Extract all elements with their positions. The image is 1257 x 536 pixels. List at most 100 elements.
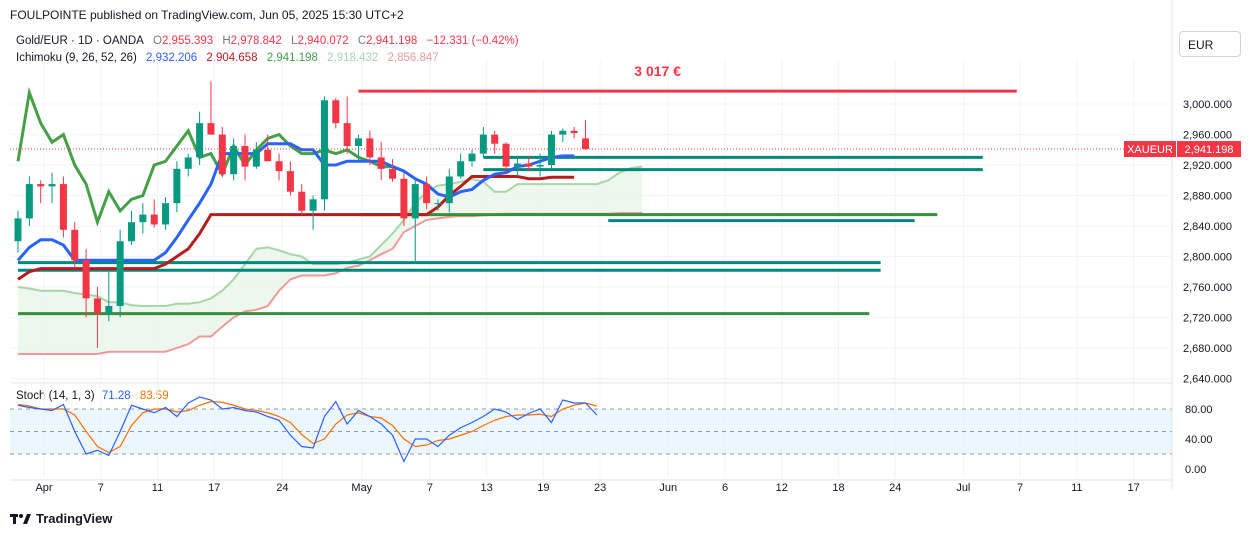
candle-body	[457, 161, 465, 177]
candle-body	[207, 123, 215, 135]
candle	[82, 248, 90, 318]
candle	[116, 229, 124, 318]
candle-body	[570, 130, 578, 134]
candle-body	[502, 143, 510, 167]
candle	[139, 203, 147, 234]
candle	[196, 111, 204, 166]
candle	[59, 176, 67, 238]
candle	[491, 130, 499, 154]
price-tick-label: 2,640.000	[1183, 373, 1232, 385]
time-tick-label: 18	[832, 482, 844, 494]
currency-button[interactable]: EUR	[1179, 31, 1241, 57]
tradingview-logo-icon	[10, 513, 31, 524]
candle-body	[71, 229, 79, 261]
candle	[377, 142, 385, 181]
candle	[525, 155, 533, 172]
candle-body	[150, 214, 158, 225]
candle	[502, 142, 510, 175]
candle-body	[37, 184, 45, 187]
stoch-name[interactable]: Stoch (14, 1, 3)	[16, 390, 95, 402]
time-tick-label: May	[351, 482, 372, 494]
candle	[207, 81, 215, 135]
candle	[105, 271, 113, 322]
open-value: O2,955.393	[153, 35, 214, 47]
candle-body	[491, 134, 499, 144]
chikou-line	[16, 86, 405, 227]
price-tick-label: 2,680.000	[1183, 343, 1232, 355]
candle	[343, 96, 351, 154]
candle-body	[547, 134, 555, 166]
close-value: C2,941.198	[357, 35, 418, 47]
candle-body	[298, 191, 306, 211]
price-tag-symbol: XAUEUR	[1127, 144, 1173, 156]
level-annotation: 3 017 €	[634, 63, 681, 79]
candle	[264, 134, 272, 162]
stoch-tick-label: 40.00	[1185, 434, 1213, 446]
candle-body	[400, 178, 408, 219]
price-tick-label: 2,720.000	[1183, 312, 1232, 324]
time-tick-label: 11	[152, 482, 163, 494]
stoch-d-line	[17, 400, 598, 454]
candle	[230, 138, 238, 181]
ichimoku-name[interactable]: Ichimoku (9, 26, 52, 26)	[16, 52, 137, 64]
candle-body	[525, 163, 533, 167]
tenkan-line	[16, 142, 575, 262]
candle-body	[355, 138, 362, 146]
candle	[48, 172, 56, 204]
time-tick-label: Jul	[956, 482, 970, 494]
stoch-tick-label: 0.00	[1185, 464, 1206, 476]
candle	[389, 158, 397, 182]
candle-body	[218, 134, 226, 175]
price-tick-label: 2,920.000	[1183, 160, 1232, 172]
time-tick-label: 17	[1127, 482, 1139, 494]
ohlc-legend: Gold/EUR · 1D · OANDA O2,955.393 H2,978.…	[16, 35, 525, 47]
candle-body	[25, 184, 33, 219]
candle	[570, 126, 578, 139]
candle	[275, 153, 283, 181]
candle	[150, 199, 158, 228]
time-tick-label: 7	[98, 482, 104, 494]
candle	[37, 180, 45, 204]
candle-body	[241, 146, 249, 167]
candle-body	[377, 157, 385, 169]
candle-body	[445, 176, 453, 204]
candle	[445, 168, 453, 213]
ichimoku-spanb-value: 2,856.847	[387, 52, 439, 64]
publisher-line: FOULPOINTE published on TradingView.com,…	[10, 8, 404, 22]
time-tick-label: 24	[276, 482, 288, 494]
price-tick-label: 2,880.000	[1183, 191, 1232, 203]
candle-body	[320, 100, 328, 200]
ichimoku-chikou-value: 2,941.198	[266, 52, 318, 64]
candle-body	[196, 123, 204, 158]
stoch-k-line	[17, 396, 598, 463]
time-tick-label: 17	[208, 482, 220, 494]
time-tick-label: 23	[594, 482, 606, 494]
candle-body	[59, 184, 67, 230]
time-tick-label: 11	[1071, 482, 1082, 494]
time-tick-label: 13	[481, 482, 493, 494]
candle-body	[343, 123, 351, 146]
price-tick-label: 3,000.000	[1183, 99, 1232, 111]
time-tick-label: Apr	[35, 482, 52, 494]
candle-body	[82, 260, 90, 299]
price-tick-label: 2,800.000	[1183, 251, 1232, 263]
candle-body	[93, 298, 101, 314]
time-tick-label: 6	[722, 482, 728, 494]
stoch-legend: Stoch (14, 1, 3) 71.28 83.59	[16, 390, 169, 402]
candle-body	[286, 171, 294, 192]
candle-body	[366, 138, 374, 158]
symbol-label[interactable]: Gold/EUR · 1D · OANDA	[16, 35, 144, 47]
change-value: −12.331 (−0.42%)	[426, 35, 519, 47]
stoch-k-value: 71.28	[101, 390, 131, 402]
price-tag-value: 2,941.198	[1185, 144, 1234, 156]
candle-body	[434, 203, 442, 205]
candle-body	[173, 168, 181, 204]
stoch-tick-label: 80.00	[1185, 404, 1213, 416]
candle	[93, 286, 101, 348]
candle	[559, 128, 567, 143]
candle-body	[252, 149, 260, 167]
candle-body	[105, 306, 113, 314]
candle	[423, 176, 431, 210]
candle	[582, 120, 589, 150]
